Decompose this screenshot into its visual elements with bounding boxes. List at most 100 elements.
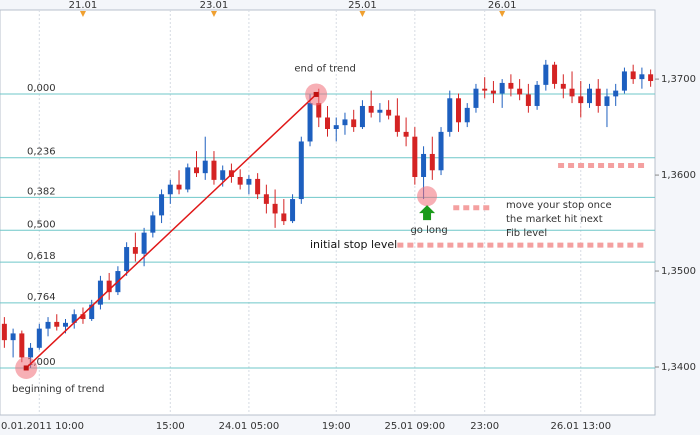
candle-body	[525, 94, 531, 106]
candle-body	[543, 64, 549, 85]
candle-body	[28, 347, 34, 358]
candle-body	[447, 98, 453, 132]
candle-body	[10, 333, 16, 341]
candle-body	[89, 304, 95, 320]
candle-body	[150, 215, 156, 233]
candle-body	[54, 321, 60, 327]
candle-body	[307, 103, 313, 142]
y-tick-label: 1,3600	[661, 170, 696, 181]
x-tick-label: 24.01 05:00	[219, 421, 280, 432]
candle-body	[255, 178, 261, 195]
x2-tick-marker	[499, 11, 506, 17]
candle-body	[1, 323, 7, 341]
candle-body	[97, 280, 103, 305]
candle-body	[394, 115, 400, 132]
annotation: beginning of trend	[12, 384, 104, 395]
x2-tick-marker	[79, 11, 86, 17]
x2-tick-label: 26.01	[488, 0, 517, 11]
candle-body	[132, 247, 138, 254]
candle-body	[45, 321, 51, 329]
candle-body	[595, 88, 601, 106]
annotation: the market hit next	[506, 214, 603, 225]
x-tick-label: 20.01.2011 10:00	[0, 421, 84, 432]
candle-body	[648, 74, 654, 82]
fib-label: 0,000	[27, 83, 56, 94]
candle-body	[176, 184, 182, 190]
candle-body	[316, 103, 322, 118]
candle-body	[220, 170, 226, 180]
candle-body	[613, 90, 619, 97]
entry-marker	[417, 186, 438, 207]
candle-body	[578, 96, 584, 104]
candle-body	[377, 109, 383, 113]
x2-tick-marker	[210, 11, 217, 17]
candle-body	[167, 184, 173, 195]
candle-body	[429, 153, 435, 171]
y-tick-label: 1,3400	[661, 362, 696, 373]
candle-body	[604, 96, 610, 106]
candle-body	[36, 328, 42, 348]
x-tick-label: 19:00	[322, 421, 351, 432]
candle-body	[464, 107, 470, 123]
candle-body	[263, 194, 269, 204]
candle-body	[359, 105, 365, 128]
trend-point	[23, 365, 29, 371]
candle-body	[246, 178, 252, 185]
candle-body	[185, 167, 191, 190]
entry-arrow	[419, 205, 436, 221]
candle-body	[211, 160, 217, 180]
candle-body	[272, 203, 278, 214]
candle-body	[560, 83, 566, 89]
fib-label: 0,618	[27, 251, 56, 262]
x2-tick-label: 23.01	[200, 0, 229, 11]
candle-body	[325, 117, 330, 130]
fib-label: 0,500	[27, 219, 56, 230]
candle-body	[534, 84, 540, 106]
x2-tick-label: 21.01	[69, 0, 98, 11]
annotation: go long	[410, 225, 447, 236]
candle-body	[421, 153, 427, 177]
annotation: move your stop once	[506, 200, 612, 211]
candle-body	[438, 131, 444, 171]
candle-body	[639, 74, 645, 80]
fib-label: 1,000	[27, 357, 56, 368]
x2-tick-label: 25.01	[348, 0, 377, 11]
fib-label: 0,382	[27, 186, 56, 197]
annotation: Fib level	[506, 228, 547, 239]
candle-body	[19, 333, 25, 358]
candle-body	[517, 88, 523, 95]
y-tick-label: 1,3700	[661, 74, 696, 85]
candle-body	[63, 322, 68, 327]
candle-body	[342, 119, 348, 126]
x-tick-label: 15:00	[156, 421, 185, 432]
candle-body	[490, 90, 496, 94]
candle-body	[202, 160, 208, 174]
candle-body	[368, 105, 374, 113]
fib-label: 0,236	[27, 147, 56, 158]
candle-body	[80, 314, 86, 320]
candle-body	[482, 88, 488, 91]
candle-body	[290, 199, 296, 222]
candle-body	[386, 109, 392, 116]
candle-body	[194, 167, 199, 174]
candle-body	[403, 131, 409, 137]
candle-body	[141, 232, 147, 254]
candle-body	[569, 88, 575, 97]
annotation: initial stop level	[310, 238, 397, 251]
candle-body	[71, 314, 77, 323]
trend-line	[25, 93, 317, 369]
candle-body	[630, 71, 636, 80]
x-tick-label: 26.01 13:00	[550, 421, 611, 432]
annotation: end of trend	[294, 63, 355, 74]
candle-body	[298, 141, 304, 200]
y-tick-label: 1,3500	[661, 266, 696, 277]
candle-body	[237, 176, 243, 185]
candle-body	[473, 88, 479, 108]
x-tick-label: 23:00	[470, 421, 499, 432]
fib-label: 0,764	[27, 292, 56, 303]
candle-body	[333, 125, 339, 130]
candle-body	[412, 136, 418, 177]
candle-body	[351, 119, 357, 128]
candle-body	[124, 247, 130, 272]
